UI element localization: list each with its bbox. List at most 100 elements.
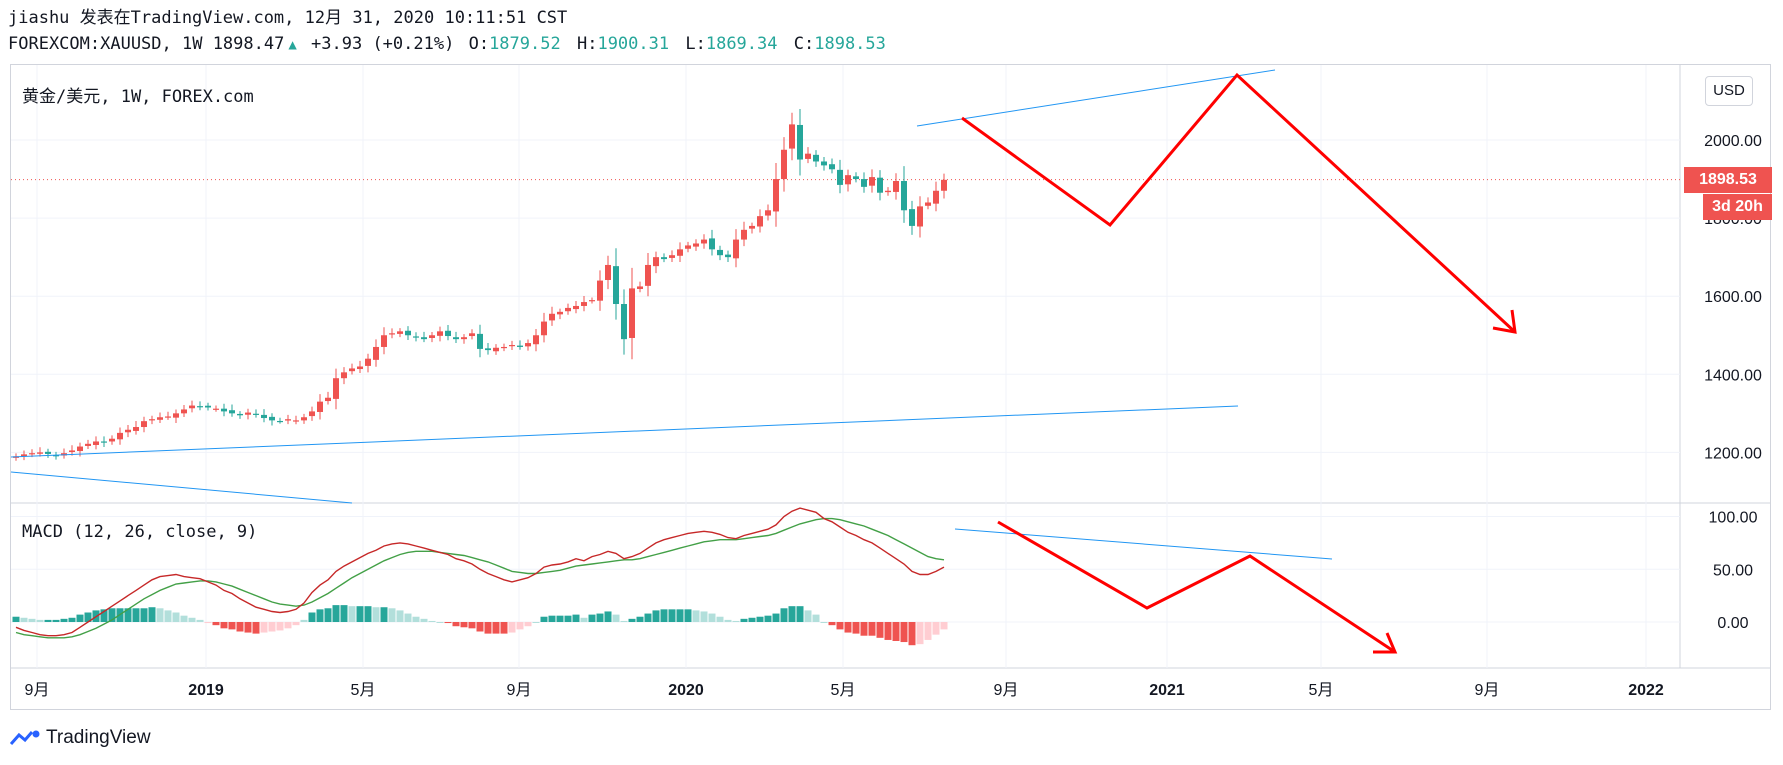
low-value: 1869.34 <box>705 34 778 54</box>
macd-histogram-bar <box>388 608 396 622</box>
macd-histogram-bar <box>788 606 796 622</box>
macd-histogram-bar <box>500 622 508 634</box>
macd-histogram-bar <box>460 622 468 628</box>
candle-body <box>525 343 531 347</box>
macd-histogram-bar <box>668 609 676 622</box>
candle-body <box>29 453 35 455</box>
macd-histogram-bar <box>28 618 36 622</box>
candle-body <box>341 372 347 379</box>
trendline-drawing <box>916 69 1276 127</box>
candle-body <box>573 305 579 310</box>
candle-body <box>477 333 483 349</box>
macd-histogram-bar <box>484 622 492 634</box>
macd-histogram-bar <box>412 616 420 622</box>
x-tick-label: 2020 <box>668 682 704 699</box>
macd-histogram-bar <box>36 619 44 622</box>
candle-body <box>773 179 779 212</box>
macd-histogram-bar <box>124 608 132 622</box>
x-tick-label: 9月 <box>507 682 532 699</box>
macd-histogram-bar <box>380 607 388 622</box>
x-tick-label: 2022 <box>1628 682 1664 699</box>
macd-histogram-bar <box>692 610 700 622</box>
macd-histogram-bar <box>396 610 404 622</box>
candle-body <box>253 413 259 415</box>
macd-histogram-bar <box>548 615 556 622</box>
macd-histogram-bar <box>76 614 84 622</box>
candle-body <box>349 368 355 372</box>
macd-histogram-bar <box>508 622 516 633</box>
candle-body <box>701 239 707 244</box>
candle-body <box>277 420 283 423</box>
signal-line <box>15 517 945 639</box>
macd-histogram-bar <box>900 622 908 643</box>
candle-body <box>741 229 747 240</box>
candle-body <box>645 264 651 286</box>
macd-histogram-bar <box>540 616 548 622</box>
macd-histogram-bar <box>308 612 316 622</box>
candle-body <box>717 249 723 256</box>
macd-histogram-bar <box>820 622 828 623</box>
macd-histogram-bar <box>564 615 572 622</box>
macd-histogram-bar <box>812 614 820 622</box>
macd-histogram-bar <box>436 622 444 623</box>
candle-body <box>93 441 99 445</box>
candle-body <box>421 337 427 340</box>
candle-body <box>557 311 563 315</box>
candle-body <box>733 239 739 259</box>
macd-histogram-bar <box>828 622 836 626</box>
candle-body <box>613 266 619 305</box>
x-tick-label: 2021 <box>1149 682 1185 699</box>
macd-histogram-bar <box>356 606 364 622</box>
candle-body <box>749 225 755 229</box>
macd-histogram-bar <box>84 612 92 622</box>
candle-body <box>637 286 643 289</box>
macd-histogram-bar <box>108 608 116 622</box>
tradingview-logo[interactable]: TradingView <box>10 726 151 750</box>
macd-histogram-bar <box>252 622 260 634</box>
macd-histogram-bar <box>860 622 868 636</box>
candle-body <box>293 420 299 422</box>
macd-y-tick-label: 0.00 <box>1717 615 1748 632</box>
chart-frame[interactable] <box>10 64 1771 710</box>
candle-body <box>589 300 595 302</box>
macd-histogram-bar <box>660 609 668 622</box>
candle-body <box>901 181 907 211</box>
macd-y-tick-label: 50.00 <box>1713 562 1753 579</box>
candle-body <box>669 255 675 258</box>
candle-body <box>109 438 115 442</box>
symbol-ohlc-bar: FOREXCOM:XAUUSD, 1W 1898.47 ▲ +3.93 (+0.2… <box>8 34 892 55</box>
macd-histogram-bar <box>260 622 268 633</box>
macd-histogram-bar <box>652 610 660 622</box>
macd-histogram-bar <box>700 611 708 622</box>
macd-histogram-bar <box>60 618 68 622</box>
macd-histogram-bar <box>596 613 604 622</box>
macd-histogram-bar <box>164 610 172 622</box>
candle-body <box>205 405 211 408</box>
macd-histogram-bar <box>468 622 476 629</box>
candle-body <box>173 413 179 418</box>
macd-histogram-bar <box>324 608 332 622</box>
candle-body <box>661 257 667 260</box>
macd-histogram-bar <box>628 618 636 622</box>
candle-body <box>581 302 587 306</box>
candle-body <box>629 288 635 338</box>
macd-histogram-bar <box>876 622 884 638</box>
candle-body <box>85 443 91 446</box>
macd-histogram-bar <box>772 613 780 622</box>
currency-button[interactable]: USD <box>1705 76 1753 106</box>
macd-histogram-bar <box>420 618 428 622</box>
candle-body <box>37 452 43 454</box>
candle-body <box>821 161 827 166</box>
macd-histogram-bar <box>516 622 524 630</box>
arrowhead-main <box>1492 309 1517 334</box>
candle-body <box>381 335 387 347</box>
candle-body <box>229 410 235 414</box>
macd-histogram-bar <box>332 605 340 622</box>
macd-histogram-bar <box>884 622 892 640</box>
candle-body <box>445 330 451 337</box>
symbol-name[interactable]: FOREXCOM:XAUUSD, 1W 1898.47 <box>8 34 285 54</box>
low-label: L: <box>685 34 706 54</box>
macd-histogram-bar <box>428 620 436 622</box>
x-tick-label: 9月 <box>994 682 1019 699</box>
